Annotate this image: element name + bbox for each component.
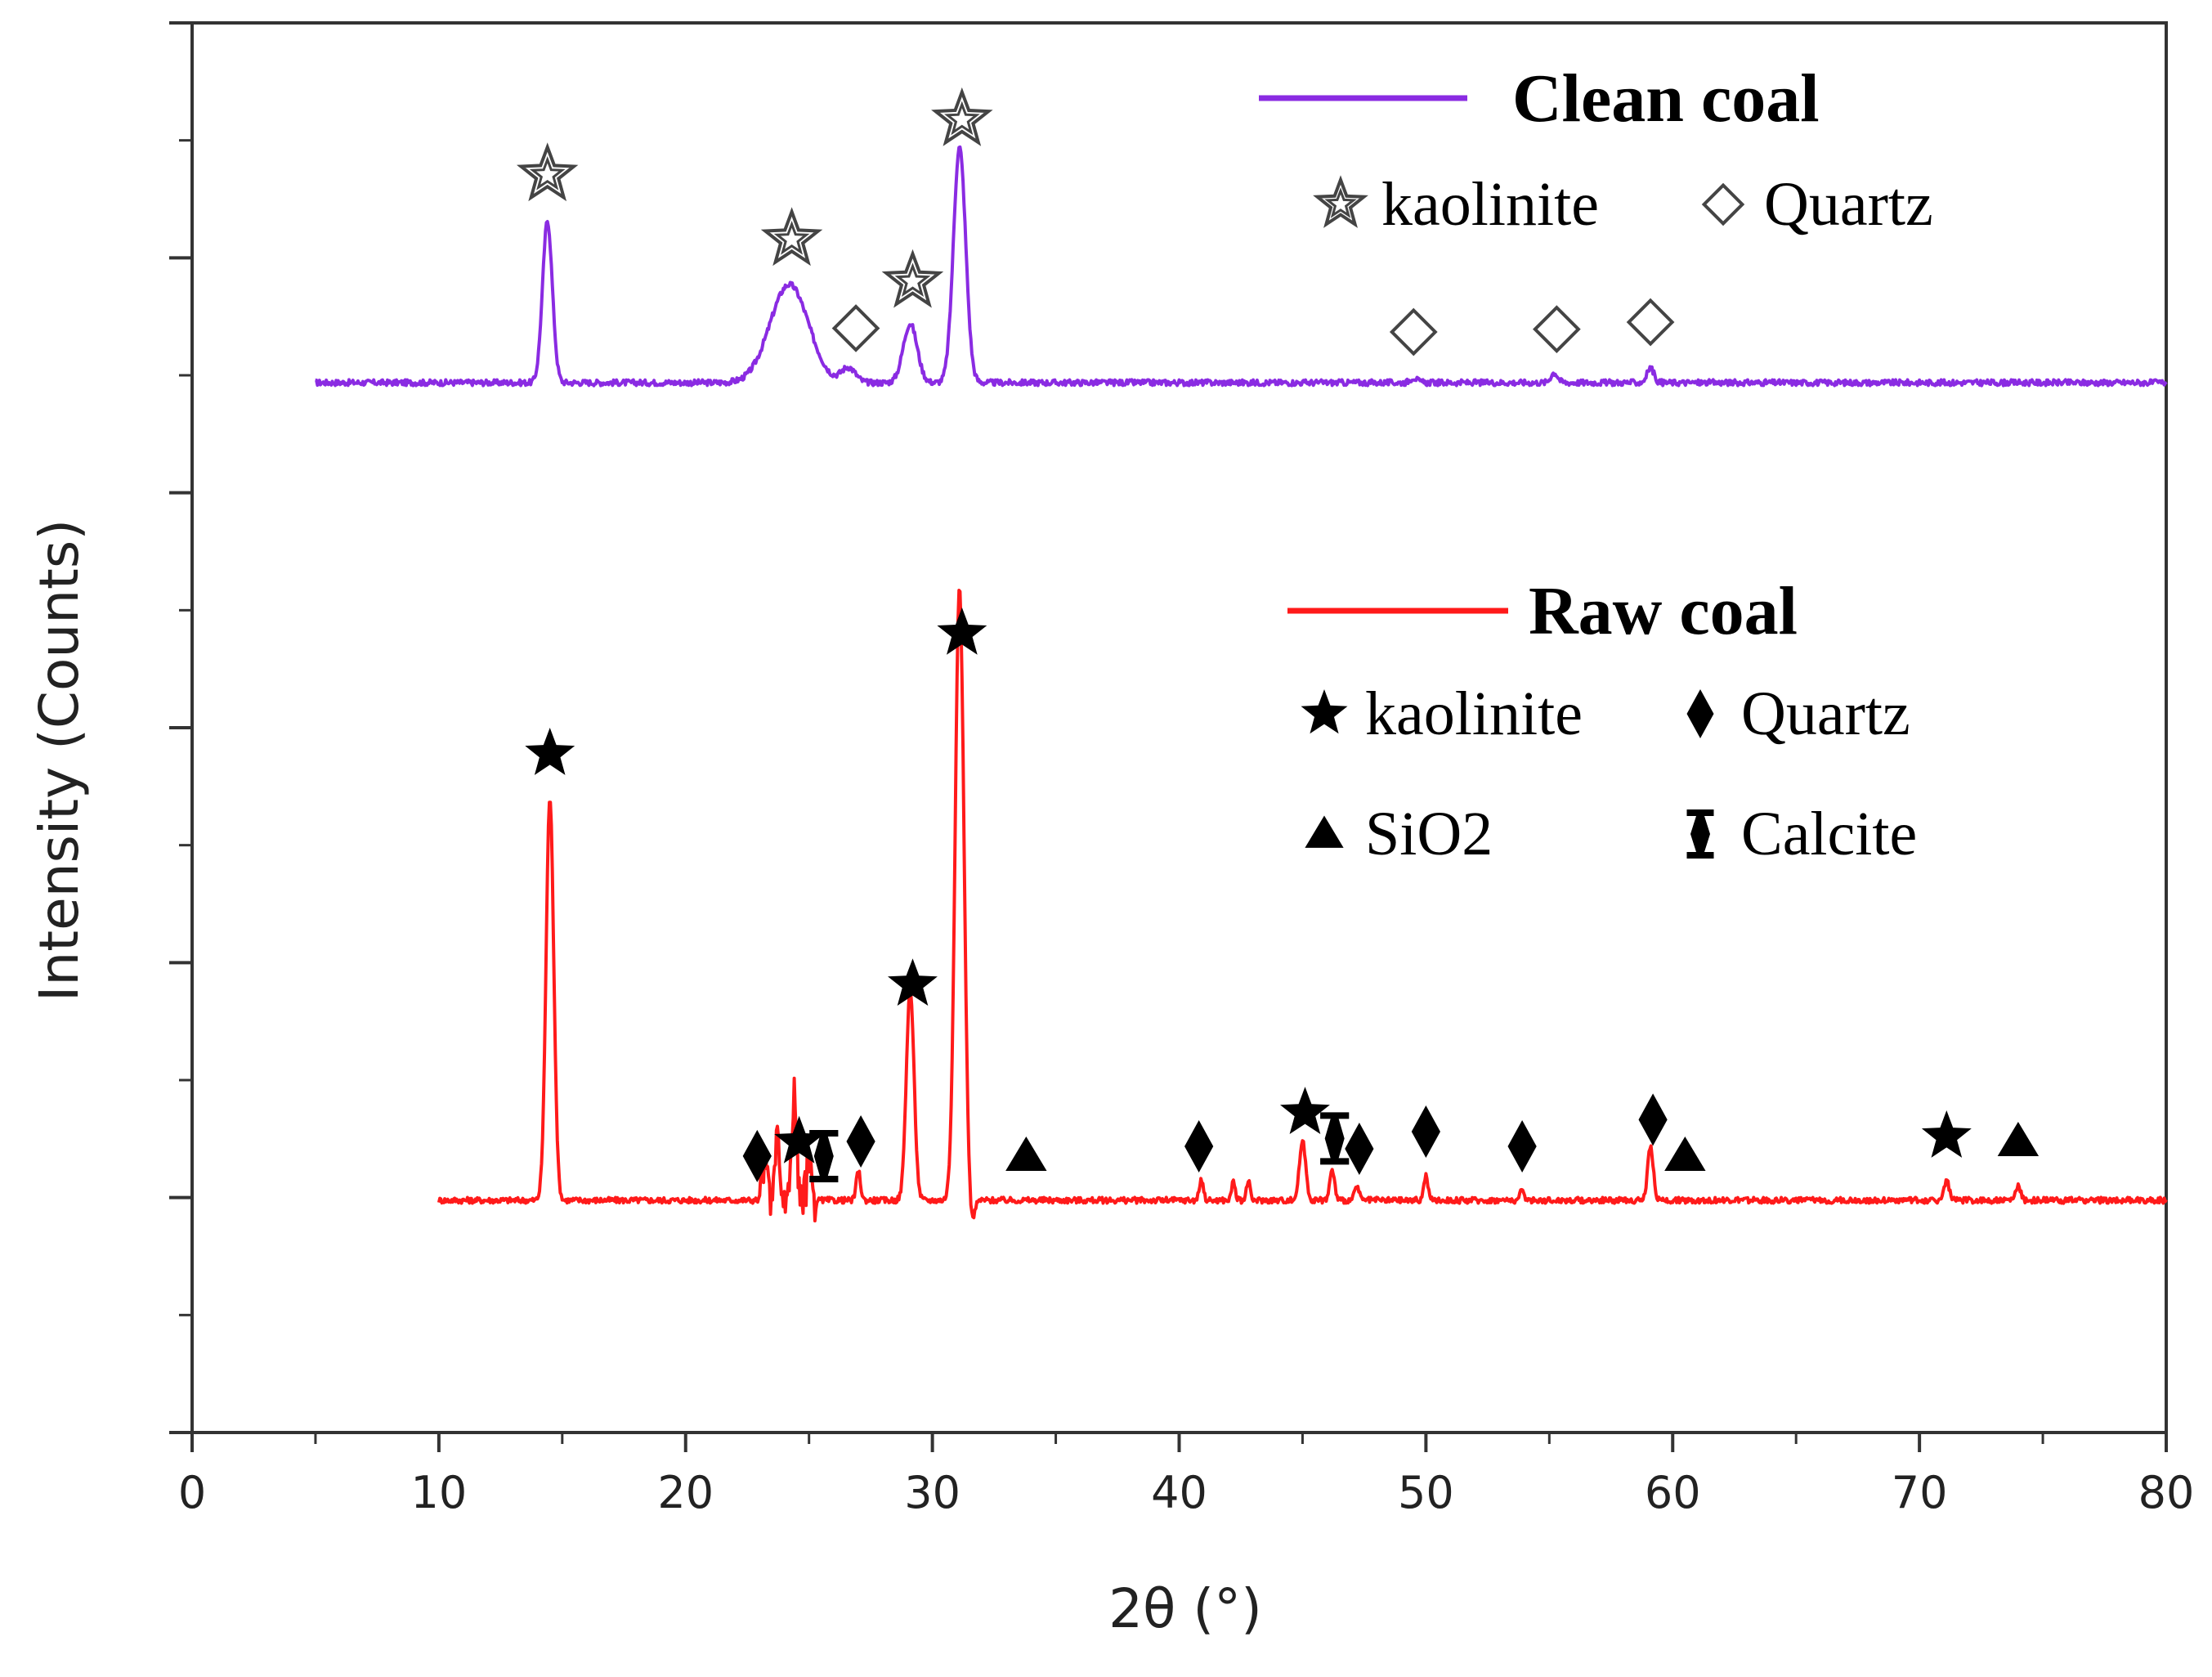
y-axis-label: Intensity (Counts) <box>28 519 91 1002</box>
peak-marker-quartz <box>1507 1120 1537 1173</box>
legend-entry-label: Calcite <box>1741 800 1917 868</box>
axes: 0 10 20 30 40 50 60 70 80 <box>169 21 2195 1518</box>
peak-marker-kaolinite <box>516 142 579 202</box>
x-tick-label: 50 <box>1398 1467 1454 1518</box>
legend-title: Raw coal <box>1529 573 1798 649</box>
legend-symbol-calcite <box>1686 809 1714 859</box>
peak-marker-quartz <box>1626 298 1675 347</box>
peak-marker-kaolinite <box>760 207 823 267</box>
legend-title: Clean coal <box>1512 61 1820 137</box>
peak-marker-kaolinite <box>931 87 993 146</box>
peak-marker-quartz <box>1533 305 1581 354</box>
legend-entry-label: SiO2 <box>1365 800 1493 868</box>
markers-layer <box>516 87 2040 1182</box>
peak-marker-quartz <box>1638 1093 1668 1146</box>
x-tick-label: 80 <box>2138 1467 2195 1518</box>
peak-marker-kaolinite <box>1280 1087 1330 1134</box>
series-layer <box>315 145 2168 1223</box>
legend-symbol-kaolinite-inner <box>1324 187 1357 218</box>
peak-marker-quartz <box>1184 1120 1214 1173</box>
peak-marker-kaolinite-inner <box>894 262 931 297</box>
peak-marker-kaolinite <box>881 249 944 308</box>
legend-symbol-quartz <box>1686 689 1714 738</box>
peak-marker-quartz <box>846 1115 875 1168</box>
legend-symbol-quartz <box>1701 182 1745 226</box>
peak-marker-kaolinite <box>1921 1110 1972 1158</box>
x-tick-label: 30 <box>904 1467 960 1518</box>
legend-entry-label: kaolinite <box>1365 679 1583 748</box>
legend-symbol-kaolinite <box>1313 175 1368 228</box>
legend-entry-label: Quartz <box>1741 679 1910 748</box>
peak-marker-kaolinite-inner <box>773 220 810 255</box>
x-tick-label: 0 <box>178 1467 206 1518</box>
peak-marker-kaolinite <box>525 728 575 775</box>
peak-marker-kaolinite-inner <box>529 155 566 191</box>
peak-marker-calcite <box>809 1130 839 1182</box>
peak-marker-quartz <box>831 304 880 352</box>
peak-marker-quartz <box>1345 1123 1374 1176</box>
peak-marker-kaolinite <box>937 607 987 655</box>
legend: Clean coal kaolinite Quartz Raw coal kaolini… <box>1259 61 1933 868</box>
x-axis-label: 2θ (°) <box>1108 1577 1262 1640</box>
peak-marker-kaolinite <box>774 1115 824 1164</box>
x-tick-label: 20 <box>657 1467 714 1518</box>
peak-marker-sio2 <box>1005 1137 1047 1171</box>
peak-marker-sio2 <box>1997 1122 2040 1156</box>
peak-marker-quartz <box>742 1129 772 1182</box>
x-tick-label: 60 <box>1645 1467 1701 1518</box>
legend-symbol-kaolinite <box>1301 689 1348 734</box>
legend-symbol-sio2 <box>1305 815 1344 848</box>
legend-entry-label: kaolinite <box>1381 170 1599 239</box>
legend-entry-label: Quartz <box>1764 170 1933 239</box>
peak-marker-kaolinite <box>888 958 938 1006</box>
peak-marker-kaolinite-inner <box>944 101 980 136</box>
peak-marker-sio2 <box>1664 1137 1706 1171</box>
x-tick-label: 10 <box>411 1467 468 1518</box>
peak-marker-quartz <box>1411 1105 1440 1158</box>
peak-marker-quartz <box>1389 307 1438 356</box>
series-line-clean-coal <box>315 145 2168 388</box>
x-tick-label: 70 <box>1892 1467 1948 1518</box>
peak-marker-calcite <box>1320 1112 1350 1165</box>
series-line-raw-coal <box>437 589 2168 1223</box>
x-tick-label: 40 <box>1151 1467 1207 1518</box>
